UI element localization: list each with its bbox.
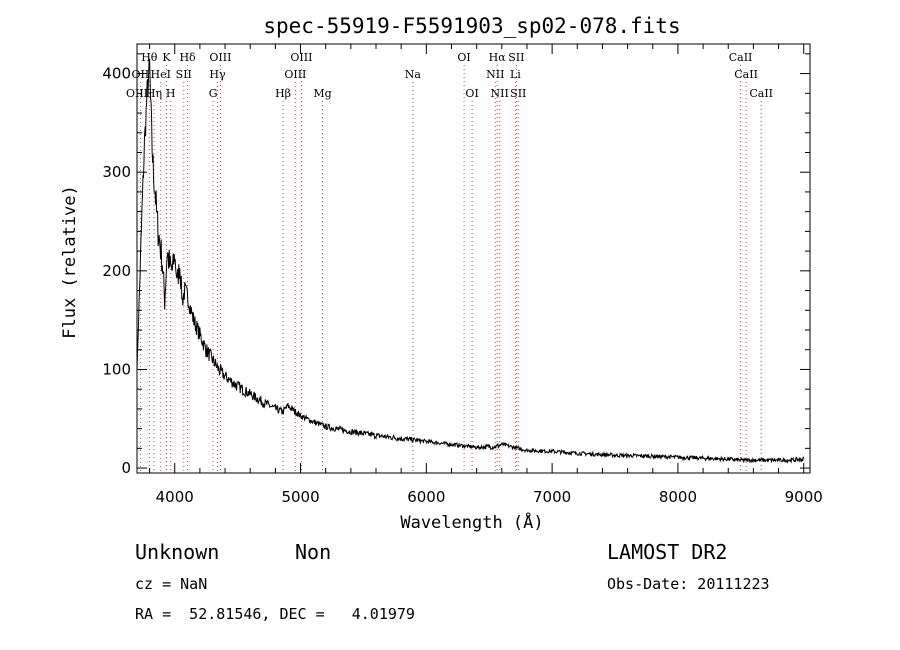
- spectral-line-label: NII: [491, 87, 509, 100]
- spectral-line-label: K: [162, 51, 171, 64]
- spectral-line-label: HeI: [151, 68, 171, 81]
- spectral-line-label: H: [166, 87, 176, 100]
- redshift-label: cz = NaN: [135, 575, 208, 593]
- y-axis-label: Flux (relative): [60, 185, 80, 339]
- y-tick-label: 400: [102, 65, 131, 83]
- spectral-line-label: Hθ: [141, 51, 158, 64]
- spectral-line-label: CaII: [729, 51, 753, 64]
- spectral-line-label: OIII: [284, 68, 306, 81]
- spectrum-series-line: [136, 58, 805, 464]
- spectral-line-label: Hδ: [179, 51, 196, 64]
- y-tick-label: 200: [102, 262, 131, 280]
- spectral-line-label: Hα: [489, 51, 507, 64]
- spectral-line-label: SII: [176, 68, 192, 81]
- x-tick-label: 6000: [407, 488, 445, 506]
- spectral-line-label: G: [209, 87, 218, 100]
- x-axis-label: Wavelength (Å): [400, 511, 543, 533]
- y-tick-label: 300: [102, 163, 131, 181]
- spectral-line-label: OII: [132, 68, 150, 81]
- chart-title: spec-55919-F5591903_sp02-078.fits: [263, 14, 680, 38]
- y-tick-label: 0: [121, 459, 131, 477]
- x-tick-label: 7000: [533, 488, 571, 506]
- x-tick-label: 8000: [659, 488, 697, 506]
- x-tick-label: 9000: [785, 488, 823, 506]
- subclass-label: Non: [295, 540, 332, 564]
- plot-frame: [136, 43, 811, 474]
- axis-ticks-layer: 4000 5000 6000 7000 8000 9000 0 100 200 300 400: [102, 44, 823, 506]
- spectral-line-label: SII: [510, 87, 526, 100]
- spectral-line-label: SII: [508, 51, 524, 64]
- coordinates-label: RA = 52.81546, DEC = 4.01979: [135, 605, 415, 623]
- x-tick-label: 4000: [156, 488, 194, 506]
- x-tick-label: 5000: [281, 488, 319, 506]
- spectral-line-label: OIII: [209, 51, 231, 64]
- spectral-line-label: OI: [465, 87, 478, 100]
- class-label: Unknown: [135, 540, 220, 564]
- spectral-line-label: CaII: [734, 68, 758, 81]
- spectral-line-label: Li: [510, 68, 521, 81]
- spectral-line-label: CaII: [749, 87, 773, 100]
- spectral-line-label: OI: [457, 51, 470, 64]
- y-tick-label: 100: [102, 360, 131, 378]
- spectral-line-label: Hβ: [275, 87, 291, 100]
- spectral-line-label: Na: [405, 68, 422, 81]
- spectral-line-label: NII: [486, 68, 504, 81]
- spectral-line-label: Mg: [313, 87, 331, 100]
- spectral-line-label: OIII: [290, 51, 312, 64]
- obs-date-label: Obs-Date: 20111223: [607, 575, 770, 593]
- spectral-line-label: Hγ: [209, 68, 226, 81]
- survey-label: LAMOST DR2: [607, 540, 728, 564]
